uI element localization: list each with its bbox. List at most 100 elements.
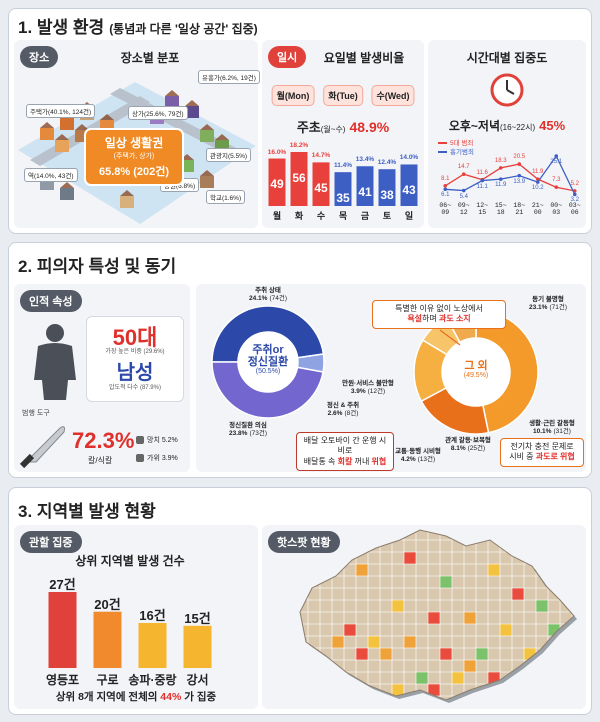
hotspot-cell xyxy=(344,624,356,636)
summary-range: (월~수) xyxy=(320,125,346,134)
segment-name: 주취 상태 xyxy=(255,287,281,294)
building xyxy=(55,140,69,152)
callout: 배달 오토바이 간 운행 시비로 배달통 속 회칼 꺼내 위협 xyxy=(296,432,394,472)
legend-item: 5대 범죄 xyxy=(438,137,473,147)
segment-label: 동기 불명형 23.1% (71건) xyxy=(529,296,567,312)
place-label: 역(14.0%, 43건) xyxy=(24,168,78,182)
hotspot-cell xyxy=(392,600,404,612)
profile-card xyxy=(86,316,184,402)
segment-name: 동기 불명형 xyxy=(532,296,564,303)
segment-count: (73건) xyxy=(249,430,267,438)
weekday-chip: 수(Wed) xyxy=(371,85,415,106)
point-label: 25.1 xyxy=(550,159,563,165)
weekday-chip: 화(Tue) xyxy=(323,85,363,106)
segment-label: 주취 상태 24.1% (74건) xyxy=(249,287,287,303)
point-label: 7.3 xyxy=(552,177,561,184)
point xyxy=(480,178,485,183)
bar xyxy=(268,158,286,206)
category-label: 영등포 xyxy=(45,673,80,687)
bar-value-label: 16건 xyxy=(139,607,166,623)
building-roof xyxy=(200,170,214,176)
segment-count: (12건) xyxy=(367,388,386,396)
segment-label: 정신질환 의심 23.8% (73건) xyxy=(229,422,267,438)
section-title: 2. 피의자 특성 및 동기 xyxy=(18,257,177,276)
category-label: 일 xyxy=(404,211,414,221)
hotspot-cell xyxy=(380,648,392,660)
bar xyxy=(138,622,167,668)
segment-value: 8.1% xyxy=(450,445,466,453)
callout: 전기차 충전 문제로 시비 중 과도로 위협 xyxy=(500,438,584,467)
point xyxy=(517,173,522,178)
bar xyxy=(400,164,418,206)
point-label: 14.7 xyxy=(457,164,470,171)
knife-blade xyxy=(24,426,65,463)
legend-swatch xyxy=(438,142,447,145)
person-body xyxy=(34,343,76,400)
tag: 핫스팟 현황 xyxy=(268,531,340,553)
hotspot-cell xyxy=(536,600,548,612)
hotspot-cell xyxy=(512,588,524,600)
hotspot-cell xyxy=(500,624,512,636)
hourly-panel xyxy=(428,40,586,228)
x-tick-label: 03~06 xyxy=(568,202,581,216)
tag: 일시 xyxy=(268,46,307,68)
place-label: 주택가(40.1%, 124건) xyxy=(26,104,96,118)
point-label: 6.1 xyxy=(441,192,450,199)
point-label: 10.2 xyxy=(531,185,544,192)
hotspot-cell xyxy=(332,636,344,648)
point xyxy=(443,187,448,192)
weapon-title: 범행 도구 xyxy=(22,410,50,417)
bar-count: 45 xyxy=(314,181,328,196)
bar-count: 41 xyxy=(358,185,372,200)
hotspot-cell xyxy=(404,636,416,648)
point xyxy=(535,180,540,184)
point-label: 20.5 xyxy=(513,154,526,161)
bar-count: 38 xyxy=(380,188,394,203)
highlight-note: (주택가, 상가) xyxy=(113,153,155,160)
category-label: 토 xyxy=(382,211,392,221)
point-label: 8.1 xyxy=(441,175,450,182)
bar xyxy=(48,592,77,668)
point-label: 13.9 xyxy=(513,178,526,185)
building xyxy=(120,196,134,208)
callout-line: 시비 중 과도로 위협 xyxy=(505,452,579,462)
bar-value-label: 18.2% xyxy=(289,142,309,149)
callout-text: 하며 xyxy=(422,314,439,324)
person-head xyxy=(46,324,64,342)
donut-center-line: 정신질환 xyxy=(247,356,289,369)
building xyxy=(60,188,74,200)
building-roof xyxy=(40,122,54,128)
footer-text: 가 집중 xyxy=(181,691,217,703)
point-label: 11.9 xyxy=(495,182,507,189)
callout-text: 전기차 충전 문제로 xyxy=(510,442,574,451)
segment-value: 10.1% xyxy=(533,428,552,436)
legend-label: 흉기범죄 xyxy=(450,149,474,156)
place-label: 상가(25.6%, 79건) xyxy=(128,106,188,120)
donut-center-line: 주취or xyxy=(252,344,284,356)
tool-icon xyxy=(136,454,144,462)
segment-name: 관계 갈등·보복형 xyxy=(445,437,491,444)
callout-text: 배달 오토바이 간 운행 시비로 xyxy=(303,436,387,456)
hotspot-cell xyxy=(428,612,440,624)
bar xyxy=(334,172,352,206)
segment-value: 23.1% xyxy=(529,304,548,312)
building xyxy=(200,130,214,142)
bar xyxy=(378,169,396,206)
summary-label: 주초 xyxy=(296,120,321,135)
category-label: 송파·중랑 xyxy=(128,673,177,687)
category-label: 구로 xyxy=(96,673,119,687)
x-tick-label: 15~18 xyxy=(494,202,507,216)
hotspot-cell xyxy=(464,612,476,624)
panel-title: 시간대별 집중도 xyxy=(466,51,548,65)
point-label: 11.1 xyxy=(476,183,488,190)
bar xyxy=(312,162,330,206)
segment-label: 교통·동행 시비형 4.2% (13건) xyxy=(395,448,441,464)
tool-icon xyxy=(136,436,144,444)
building-roof xyxy=(185,100,199,106)
bar-value-label: 14.7% xyxy=(311,152,331,160)
age-note: 가장 높은 비중 (29.6%) xyxy=(105,349,165,355)
place-label: 유흥가(6.2%, 19건) xyxy=(198,70,260,84)
point xyxy=(517,162,522,166)
point-label: 18.3 xyxy=(494,157,507,164)
